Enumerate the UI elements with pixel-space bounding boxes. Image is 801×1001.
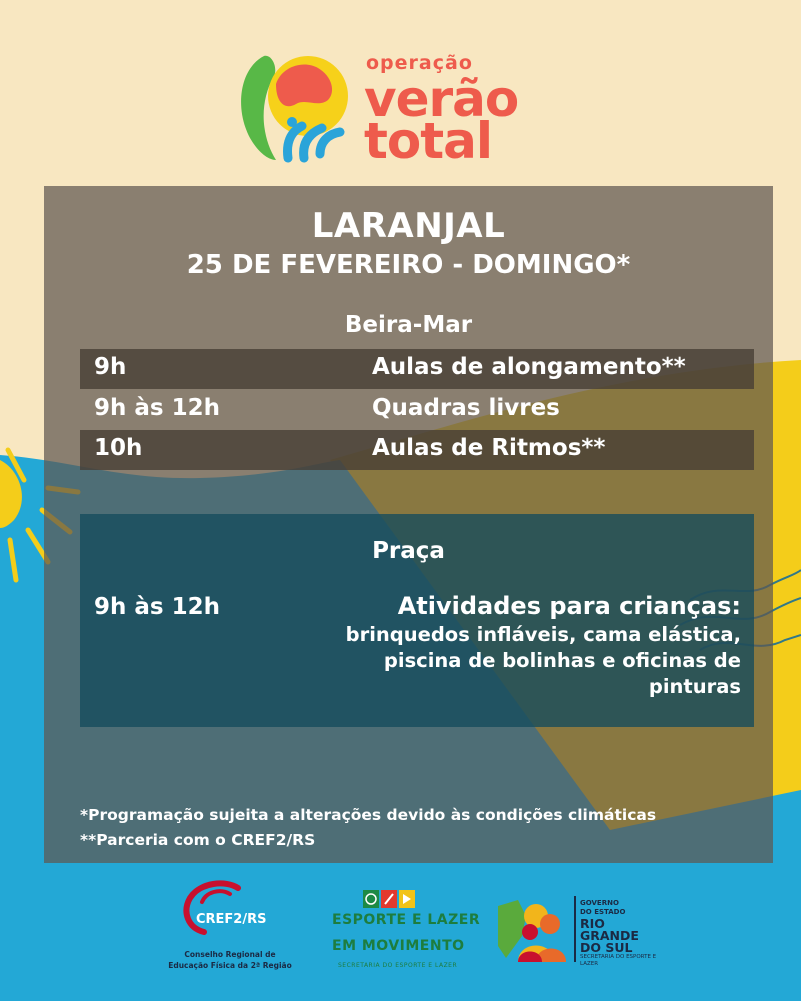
rgs-state-name: RIO GRANDE DO SUL [580, 916, 639, 955]
schedule-row: 9h às 12h Quadras livres [80, 390, 754, 430]
row-activity: Quadras livres [372, 395, 560, 421]
schedule-row: 9h Aulas de alongamento** [80, 349, 754, 389]
esporte-lazer-line2: EM MOVIMENTO [332, 938, 465, 954]
logo-small-text: operação [366, 52, 473, 74]
esporte-lazer-line1: ESPORTE E LAZER [332, 912, 481, 928]
praca-section [80, 514, 754, 727]
row-time: 9h [94, 354, 127, 380]
row-activity: Aulas de Ritmos** [372, 435, 606, 461]
cref-subtitle: Conselho Regional de Educação Física da … [168, 950, 292, 970]
esporte-lazer-icons [363, 890, 415, 908]
rgs-divider [574, 896, 576, 962]
rio-grande-do-sul-logo-icon [498, 900, 566, 962]
cref-logo-icon [183, 880, 241, 935]
schedule-row: 10h Aulas de Ritmos** [80, 430, 754, 470]
praca-activity-title: Atividades para crianças: [397, 592, 741, 620]
footnote-partner: **Parceria com o CREF2/RS [80, 831, 316, 849]
row-activity: Aulas de alongamento** [372, 354, 686, 380]
beira-mar-title: Beira-Mar [344, 312, 473, 338]
cref-name: CREF2/RS [196, 912, 267, 927]
row-time: 10h [94, 435, 143, 461]
location-title: LARANJAL [311, 206, 506, 246]
event-date: 25 DE FEVEREIRO - DOMINGO* [186, 250, 631, 280]
esporte-lazer-subtitle: SECRETARIA DO ESPORTE E LAZER [338, 962, 458, 969]
praca-title: Praça [372, 538, 445, 564]
verao-total-logo-icon [241, 55, 348, 163]
praca-time: 9h às 12h [94, 594, 220, 620]
footnote-weather: *Programação sujeita a alterações devido… [80, 806, 657, 824]
praca-activity-description: brinquedos infláveis, cama elástica, pis… [345, 623, 741, 698]
logo-title-line1: verão [364, 70, 519, 128]
logo-title-line2: total [364, 112, 493, 170]
row-time: 9h às 12h [94, 395, 220, 421]
rgs-government-label: GOVERNO DO ESTADO [580, 899, 626, 916]
rgs-secretariat: SECRETARIA DO ESPORTE E LAZER [580, 954, 657, 967]
